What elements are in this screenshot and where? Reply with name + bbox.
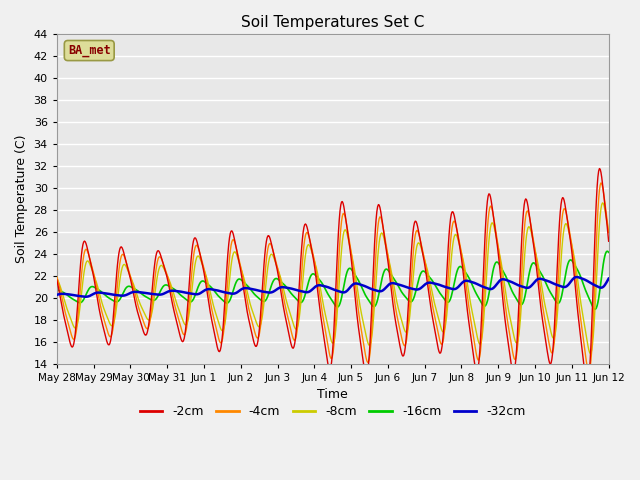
-16cm <box>605 250 612 255</box>
-16cm <box>400 292 408 298</box>
-16cm <box>591 306 598 312</box>
-16cm <box>53 287 61 292</box>
-2cm <box>605 239 612 244</box>
Legend: -2cm, -4cm, -8cm, -16cm, -32cm: -2cm, -4cm, -8cm, -16cm, -32cm <box>135 400 531 423</box>
-32cm <box>401 284 408 289</box>
-16cm <box>176 291 184 297</box>
-8cm <box>53 275 61 281</box>
-2cm <box>205 300 212 306</box>
-4cm <box>205 290 212 296</box>
Y-axis label: Soil Temperature (C): Soil Temperature (C) <box>15 134 28 263</box>
Line: -8cm: -8cm <box>57 203 609 353</box>
Title: Soil Temperatures Set C: Soil Temperatures Set C <box>241 15 424 30</box>
-16cm <box>416 273 424 279</box>
-8cm <box>416 241 424 247</box>
-32cm <box>417 286 424 291</box>
-2cm <box>176 331 184 337</box>
-2cm <box>53 277 61 283</box>
-32cm <box>82 294 90 300</box>
-32cm <box>53 292 61 298</box>
-32cm <box>63 291 70 297</box>
-4cm <box>400 342 408 348</box>
-16cm <box>63 292 70 298</box>
-4cm <box>605 229 612 235</box>
Line: -2cm: -2cm <box>57 168 609 384</box>
-4cm <box>63 315 70 321</box>
-8cm <box>586 350 594 356</box>
-2cm <box>63 326 70 332</box>
-16cm <box>604 248 611 254</box>
-2cm <box>120 249 127 255</box>
-2cm <box>400 352 408 358</box>
-8cm <box>176 309 184 314</box>
-2cm <box>583 382 591 387</box>
Line: -32cm: -32cm <box>57 277 609 297</box>
Line: -4cm: -4cm <box>57 183 609 372</box>
-8cm <box>205 283 212 288</box>
Text: BA_met: BA_met <box>68 44 111 57</box>
-4cm <box>416 235 424 241</box>
-2cm <box>416 235 424 241</box>
-32cm <box>205 286 213 292</box>
-32cm <box>120 293 128 299</box>
-32cm <box>605 276 612 281</box>
-4cm <box>597 180 605 186</box>
-32cm <box>177 288 184 294</box>
-4cm <box>176 320 184 325</box>
-8cm <box>605 229 612 235</box>
-4cm <box>585 369 593 374</box>
-4cm <box>120 252 127 258</box>
Line: -16cm: -16cm <box>57 251 609 309</box>
-8cm <box>120 262 127 267</box>
-2cm <box>596 166 604 171</box>
X-axis label: Time: Time <box>317 388 348 401</box>
-16cm <box>120 289 127 295</box>
-8cm <box>63 305 70 311</box>
-8cm <box>400 325 408 331</box>
-4cm <box>53 274 61 280</box>
-32cm <box>573 274 581 280</box>
-16cm <box>205 282 212 288</box>
-8cm <box>598 200 606 206</box>
